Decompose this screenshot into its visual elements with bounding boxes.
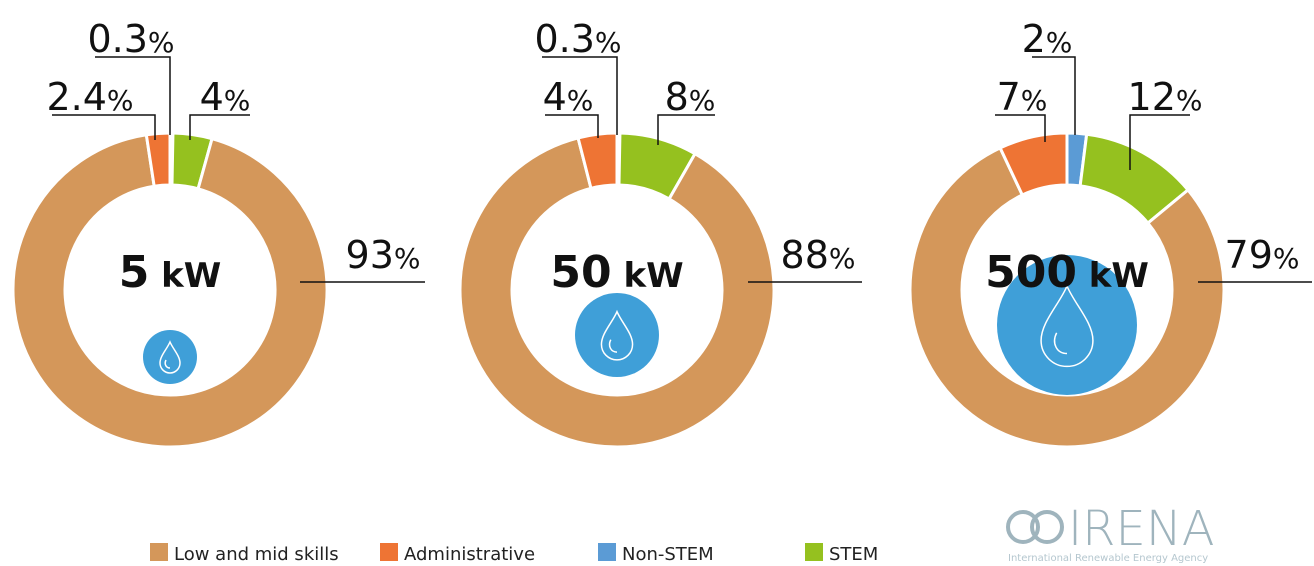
drop-icon bbox=[997, 255, 1137, 395]
legend-label: Non-STEM bbox=[622, 544, 714, 565]
legend-label: STEM bbox=[829, 544, 878, 565]
value-label: 4% bbox=[200, 75, 251, 119]
donut-slice bbox=[576, 131, 619, 191]
value-label: 2.4% bbox=[46, 75, 133, 119]
logo-name: IRENA bbox=[1068, 501, 1215, 557]
value-label: 88% bbox=[781, 233, 856, 277]
legend-swatch bbox=[598, 543, 616, 561]
donut-slice bbox=[998, 131, 1069, 197]
value-label: 0.3% bbox=[87, 17, 174, 61]
logo-ring bbox=[1030, 510, 1064, 544]
leader-line bbox=[95, 56, 171, 135]
leader-line bbox=[542, 56, 618, 135]
drop-shape bbox=[1040, 284, 1094, 368]
logo-ring bbox=[1006, 510, 1040, 544]
legend-swatch bbox=[805, 543, 823, 561]
legend-swatch bbox=[380, 543, 398, 561]
donut-slice bbox=[144, 131, 172, 188]
value-label: 0.3% bbox=[534, 17, 621, 61]
donut: 50 kW 88% 4% 0.3% 8% bbox=[458, 17, 862, 449]
drop-shape bbox=[159, 340, 181, 374]
value-label: 7% bbox=[997, 75, 1048, 119]
value-label: 8% bbox=[665, 75, 716, 119]
donut-slice bbox=[11, 133, 329, 449]
donut: 500 kW 79% 7% 2% 12% bbox=[908, 17, 1312, 449]
value-label: 12% bbox=[1128, 75, 1203, 119]
value-label: 4% bbox=[543, 75, 594, 119]
leader-line bbox=[1032, 56, 1076, 135]
leader-line bbox=[657, 114, 715, 145]
leader-line bbox=[1129, 114, 1190, 170]
logo: IRENA International Renewable Energy Age… bbox=[1006, 501, 1215, 564]
legend-label: Administrative bbox=[404, 544, 535, 565]
legend-swatch bbox=[150, 543, 168, 561]
leader-line bbox=[189, 114, 250, 140]
center-label: 500 kW bbox=[985, 247, 1149, 298]
donut-slice bbox=[908, 145, 1226, 449]
legend-label: Low and mid skills bbox=[174, 544, 339, 565]
logo-subtitle: International Renewable Energy Agency bbox=[1008, 553, 1208, 564]
value-label: 2% bbox=[1022, 17, 1073, 61]
center-label: 50 kW bbox=[550, 247, 683, 298]
leader-line bbox=[52, 114, 156, 140]
donut-slice bbox=[458, 136, 776, 449]
center-label: 5 kW bbox=[119, 247, 222, 298]
drop-icon bbox=[575, 293, 659, 377]
drop-icon bbox=[143, 330, 197, 384]
value-label: 79% bbox=[1225, 233, 1300, 277]
donut: 5 kW 93% 2.4% 0.3% 4% bbox=[11, 17, 425, 449]
leader-line bbox=[545, 114, 599, 138]
value-label: 93% bbox=[346, 233, 421, 277]
drop-shape bbox=[600, 309, 634, 361]
leader-line bbox=[995, 114, 1046, 142]
